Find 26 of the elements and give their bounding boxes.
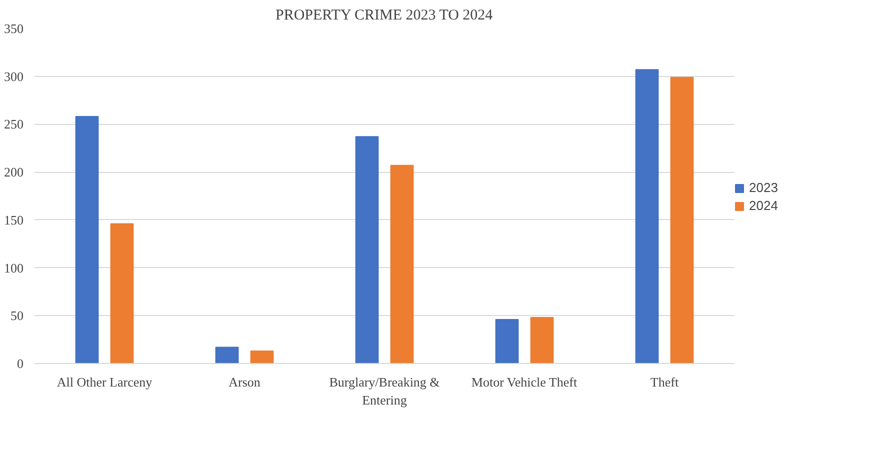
x-tick-label: Arson [228, 374, 261, 390]
chart-title: PROPERTY CRIME 2023 TO 2024 [275, 8, 494, 24]
y-tick-label: 0 [17, 356, 24, 371]
bar [530, 317, 554, 364]
y-tick-label: 100 [4, 260, 24, 276]
y-tick-label: 350 [4, 21, 24, 36]
bar [215, 346, 239, 364]
bar [390, 164, 414, 364]
legend-label: 2023 [749, 180, 778, 195]
x-tick-label: All Other Larceny [56, 374, 153, 390]
y-tick-label: 150 [4, 212, 24, 228]
bar [355, 136, 379, 364]
x-tick-label: Theft [650, 374, 679, 390]
bar [670, 76, 694, 364]
y-tick-label: 200 [4, 164, 24, 180]
bar [495, 318, 519, 364]
bar [250, 350, 274, 364]
bar [75, 116, 99, 364]
y-tick-label: 50 [10, 308, 24, 324]
bar [110, 223, 134, 364]
bar [635, 69, 659, 364]
x-tick-label: Burglary/Breaking & Entering [329, 374, 440, 408]
x-tick-label: Motor Vehicle Theft [471, 374, 578, 390]
y-tick-label: 250 [4, 116, 24, 132]
y-tick-label: 300 [4, 68, 24, 84]
legend-label: 2024 [749, 198, 778, 213]
